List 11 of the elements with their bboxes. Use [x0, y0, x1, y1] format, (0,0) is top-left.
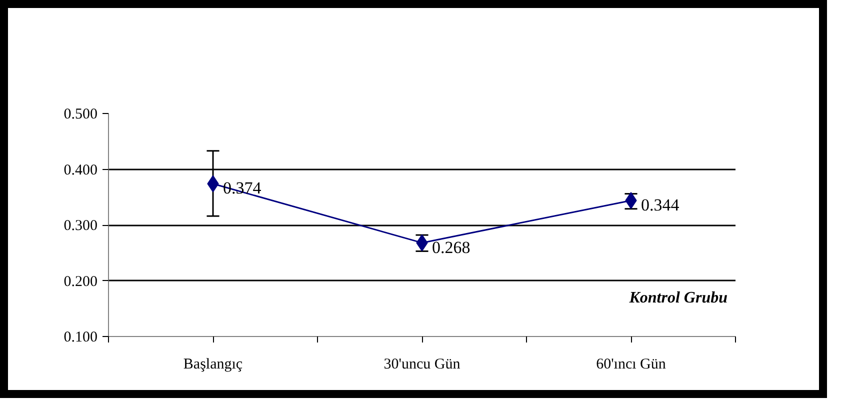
- y-tick-label: 0.300: [64, 218, 98, 234]
- x-tick-label: 60'ıncı Gün: [596, 356, 666, 372]
- y-tick-label: 0.200: [64, 274, 98, 290]
- y-tick-label: 0.500: [64, 106, 98, 122]
- x-tick-label: Başlangıç: [183, 356, 243, 372]
- annotation: Kontrol Grubu: [628, 290, 728, 306]
- y-tick-label: 0.100: [64, 330, 98, 346]
- data-label: 0.344: [641, 195, 680, 214]
- data-label: 0.268: [432, 238, 470, 257]
- x-tick-label: 30'uncu Gün: [384, 356, 461, 372]
- y-tick-label: 0.400: [64, 162, 98, 178]
